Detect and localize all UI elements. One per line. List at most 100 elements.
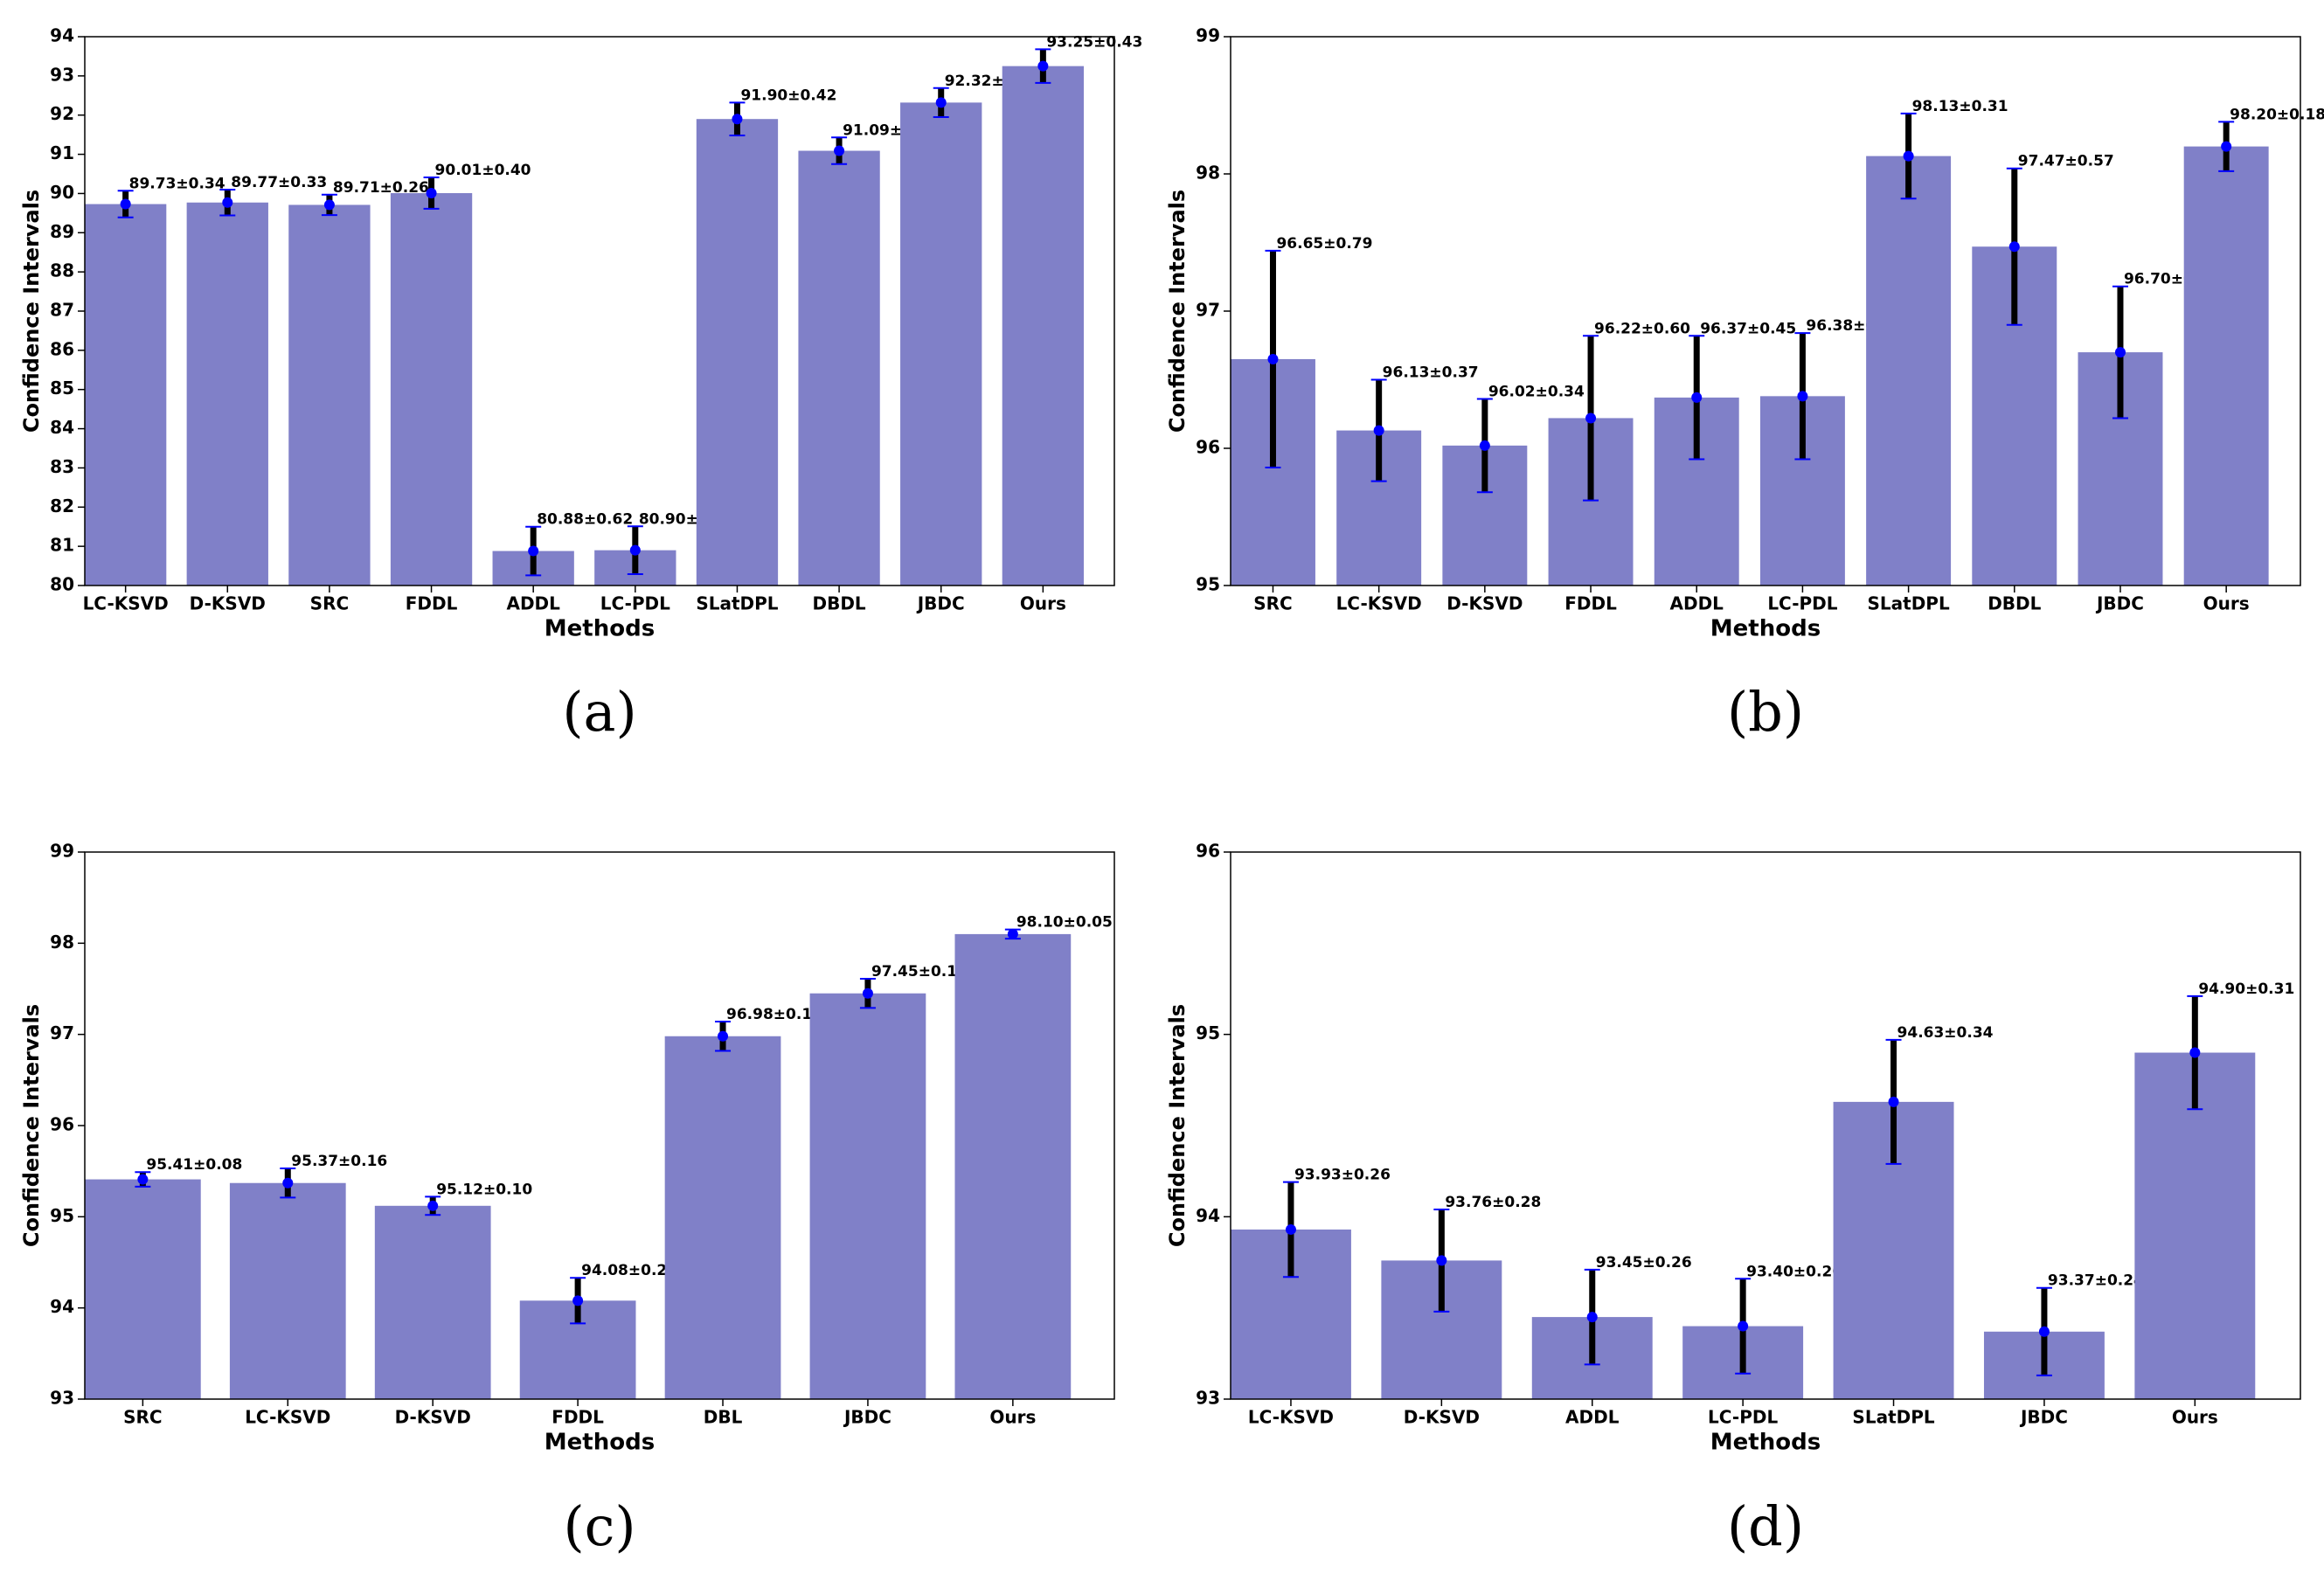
y-tick-label: 90 bbox=[50, 182, 74, 203]
value-label: 93.25±0.43 bbox=[1046, 33, 1142, 51]
x-axis-label: Methods bbox=[545, 1430, 655, 1456]
bar bbox=[85, 1179, 201, 1399]
y-tick-label: 94 bbox=[50, 1296, 74, 1317]
y-tick-label: 82 bbox=[50, 495, 74, 516]
x-tick-label: D-KSVD bbox=[1404, 1407, 1480, 1428]
bar bbox=[2134, 1052, 2256, 1399]
y-tick-label: 96 bbox=[1196, 841, 1220, 862]
value-label: 96.02±0.34 bbox=[1488, 383, 1585, 400]
bar bbox=[374, 1205, 491, 1399]
value-label: 93.45±0.26 bbox=[1596, 1254, 1692, 1272]
y-tick-label: 83 bbox=[50, 456, 74, 477]
x-tick-label: SLatDPL bbox=[1852, 1407, 1934, 1428]
bar bbox=[664, 1036, 781, 1399]
x-tick-label: LC-KSVD bbox=[83, 593, 169, 614]
x-tick-label: LC-KSVD bbox=[245, 1407, 330, 1428]
bar bbox=[1002, 66, 1085, 586]
x-tick-label: SRC bbox=[123, 1407, 162, 1428]
mean-dot bbox=[935, 97, 947, 108]
caption: (d) bbox=[1727, 1494, 1804, 1558]
mean-dot bbox=[1586, 1312, 1598, 1323]
value-label: 96.22±0.60 bbox=[1594, 320, 1690, 337]
mean-dot bbox=[1691, 392, 1703, 403]
value-label: 97.47±0.57 bbox=[2018, 153, 2114, 170]
value-label: 91.90±0.42 bbox=[740, 87, 836, 104]
value-label: 96.37±0.45 bbox=[1700, 320, 1796, 337]
x-tick-label: SLatDPL bbox=[1867, 593, 1949, 614]
value-label: 89.73±0.34 bbox=[129, 175, 225, 192]
value-label: 98.10±0.05 bbox=[1016, 914, 1113, 932]
x-tick-label: LC-KSVD bbox=[1248, 1407, 1334, 1428]
x-tick-label: LC-PDL bbox=[1708, 1407, 1778, 1428]
y-axis-label: Confidence Intervals bbox=[1165, 1004, 1190, 1247]
value-label: 93.37±0.24 bbox=[2048, 1272, 2144, 1290]
caption: (c) bbox=[563, 1494, 635, 1558]
value-label: 93.40±0.26 bbox=[1746, 1263, 1842, 1280]
mean-dot bbox=[426, 187, 437, 198]
x-tick-label: SRC bbox=[1253, 593, 1292, 614]
mean-dot bbox=[1888, 1096, 1899, 1107]
x-tick-label: JBDC bbox=[843, 1407, 891, 1428]
y-tick-label: 97 bbox=[1196, 300, 1220, 321]
bar bbox=[696, 119, 779, 586]
mean-dot bbox=[1267, 353, 1279, 364]
mean-dot bbox=[2038, 1326, 2050, 1337]
y-axis-label: Confidence Intervals bbox=[19, 190, 44, 433]
x-tick-label: ADDL bbox=[1670, 593, 1724, 614]
x-tick-label: Ours bbox=[2172, 1407, 2218, 1428]
caption: (a) bbox=[562, 680, 636, 744]
x-axis-label: Methods bbox=[1710, 616, 1821, 642]
mean-dot bbox=[282, 1177, 294, 1188]
x-axis-label: Methods bbox=[1710, 1430, 1821, 1456]
mean-dot bbox=[120, 198, 131, 210]
y-tick-label: 96 bbox=[50, 1114, 74, 1135]
axes-frame bbox=[1230, 851, 2301, 1400]
y-tick-label: 88 bbox=[50, 260, 74, 281]
mean-dot bbox=[2008, 241, 2020, 253]
y-tick-label: 85 bbox=[50, 378, 74, 398]
mean-dot bbox=[1797, 391, 1808, 402]
y-tick-label: 95 bbox=[1196, 1022, 1220, 1043]
y-tick-label: 95 bbox=[1196, 574, 1220, 595]
mean-dot bbox=[2189, 1047, 2201, 1058]
y-tick-label: 99 bbox=[1196, 25, 1220, 46]
mean-dot bbox=[572, 1295, 584, 1306]
value-label: 93.76±0.28 bbox=[1445, 1194, 1541, 1211]
y-tick-label: 95 bbox=[50, 1205, 74, 1226]
x-tick-label: SLatDPL bbox=[696, 593, 778, 614]
x-tick-label: DBDL bbox=[812, 593, 865, 614]
x-tick-label: JBDC bbox=[2019, 1407, 2068, 1428]
bar bbox=[2183, 146, 2269, 586]
y-tick-label: 93 bbox=[1196, 1388, 1220, 1409]
y-tick-label: 98 bbox=[1196, 163, 1220, 184]
x-tick-label: Ours bbox=[2203, 593, 2250, 614]
mean-dot bbox=[1479, 440, 1490, 451]
mean-dot bbox=[427, 1200, 439, 1211]
bar bbox=[288, 204, 371, 586]
mean-dot bbox=[1373, 425, 1384, 436]
value-label: 90.01±0.40 bbox=[435, 162, 531, 179]
x-tick-label: D-KSVD bbox=[395, 1407, 471, 1428]
y-axis-label: Confidence Intervals bbox=[1165, 190, 1190, 433]
y-tick-label: 86 bbox=[50, 338, 74, 359]
axes-frame bbox=[84, 36, 1115, 586]
x-tick-label: Ours bbox=[1020, 593, 1066, 614]
x-tick-label: LC-PDL bbox=[600, 593, 670, 614]
y-tick-label: 80 bbox=[50, 574, 74, 595]
y-tick-label: 94 bbox=[50, 25, 74, 46]
y-tick-label: 89 bbox=[50, 221, 74, 242]
y-tick-label: 99 bbox=[50, 841, 74, 862]
mean-dot bbox=[1285, 1223, 1296, 1235]
mean-dot bbox=[834, 145, 845, 156]
value-label: 96.13±0.37 bbox=[1383, 364, 1479, 382]
value-label: 94.08±0.25 bbox=[581, 1262, 677, 1279]
x-tick-label: FDDL bbox=[552, 1407, 604, 1428]
value-label: 96.98±0.16 bbox=[726, 1006, 822, 1023]
mean-dot bbox=[222, 197, 233, 208]
x-tick-label: ADDL bbox=[1565, 1407, 1620, 1428]
value-label: 98.20±0.18 bbox=[2230, 106, 2324, 123]
y-axis-label: Confidence Intervals bbox=[19, 1004, 44, 1247]
bar bbox=[1866, 156, 1952, 586]
